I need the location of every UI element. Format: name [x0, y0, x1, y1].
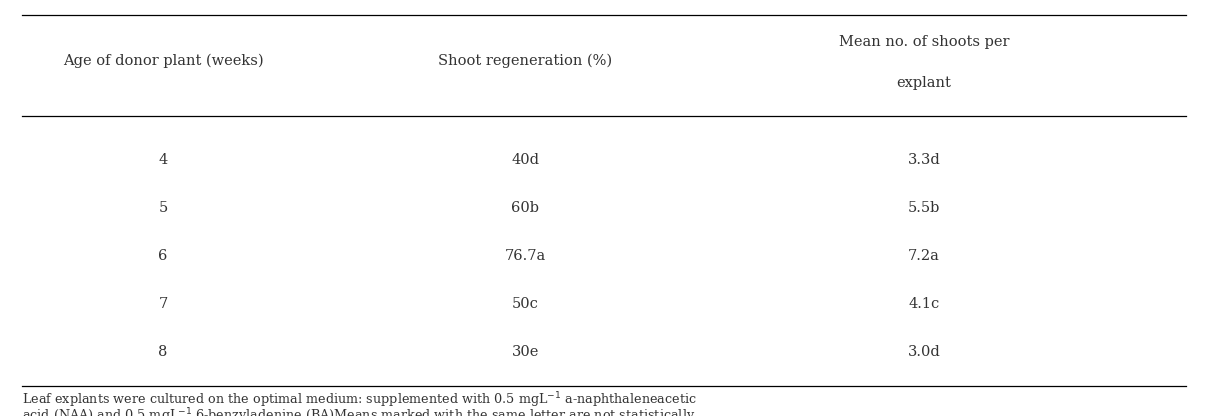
Text: acid (NAA) and 0.5 mgL$^{-1}$ 6-benzyladenine (BA)Means marked with the same let: acid (NAA) and 0.5 mgL$^{-1}$ 6-benzylad…: [22, 406, 695, 416]
Text: 3.0d: 3.0d: [907, 344, 941, 359]
Text: 3.3d: 3.3d: [907, 153, 941, 167]
Text: 5: 5: [158, 201, 168, 215]
Text: 30e: 30e: [512, 344, 539, 359]
Text: 76.7a: 76.7a: [505, 249, 546, 263]
Text: 4.1c: 4.1c: [908, 297, 940, 311]
Text: 6: 6: [158, 249, 168, 263]
Text: 7.2a: 7.2a: [908, 249, 940, 263]
Text: 5.5b: 5.5b: [908, 201, 940, 215]
Text: 40d: 40d: [511, 153, 540, 167]
Text: 7: 7: [158, 297, 168, 311]
Text: Mean no. of shoots per: Mean no. of shoots per: [838, 35, 1010, 49]
Text: 8: 8: [158, 344, 168, 359]
Text: 4: 4: [158, 153, 168, 167]
Text: 50c: 50c: [512, 297, 539, 311]
Text: Age of donor plant (weeks): Age of donor plant (weeks): [63, 53, 263, 67]
Text: Shoot regeneration (%): Shoot regeneration (%): [439, 53, 612, 67]
Text: explant: explant: [896, 76, 952, 90]
Text: Leaf explants were cultured on the optimal medium: supplemented with 0.5 mgL$^{-: Leaf explants were cultured on the optim…: [22, 390, 697, 410]
Text: 60b: 60b: [511, 201, 540, 215]
